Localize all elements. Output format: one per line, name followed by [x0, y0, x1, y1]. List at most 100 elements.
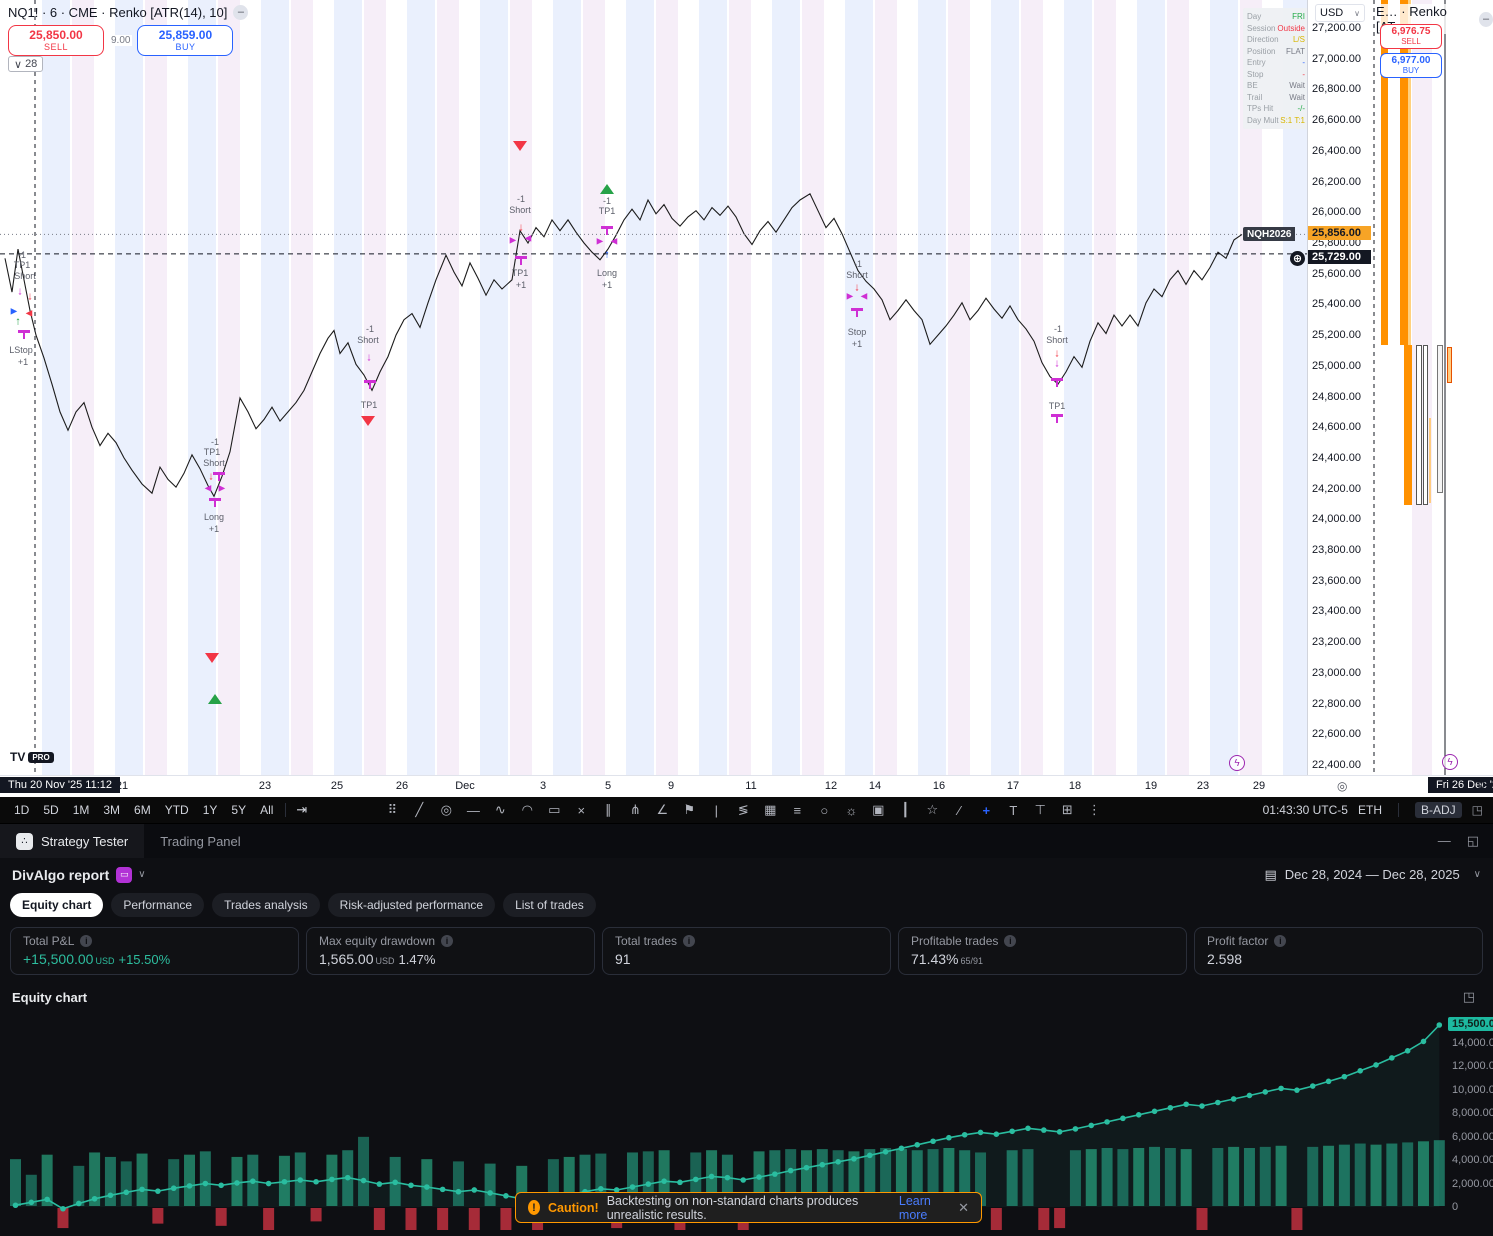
anchored-text-icon[interactable]: ⊤ [1034, 802, 1046, 817]
equalizer-icon[interactable]: ⋮ [1087, 802, 1101, 817]
parallel-lines-icon[interactable]: ≡ [793, 802, 802, 818]
image-icon[interactable]: ▣ [872, 802, 885, 817]
trade-marker-label: +1 [17, 357, 29, 367]
main-chart-pane[interactable]: -1 TP1 Short ↓ ↓ ► ◄ ↑ LStop +1 -1 TP1 Short ↓ ◄ ► Long +… [0, 0, 1307, 775]
symbol-title[interactable]: NQ1! · 6 · CME · Renko [ATR(14), 10] [8, 5, 228, 20]
gann-grid-icon[interactable]: ▦ [764, 802, 777, 817]
currency-selector[interactable]: USD ∨ [1315, 4, 1365, 22]
arrow-right-icon: ► [594, 235, 606, 248]
range-button-1d[interactable]: 1D [14, 803, 30, 817]
spread-value: 9.00 [109, 35, 133, 46]
info-icon[interactable]: i [683, 935, 696, 947]
restore-panel-icon[interactable]: ◱ [1466, 833, 1479, 848]
session-stripe-blue [42, 0, 70, 775]
range-button-5d[interactable]: 5D [43, 803, 59, 817]
sell-triangle-icon [361, 416, 375, 426]
crosshair-icon[interactable]: + [982, 802, 991, 818]
time-tick: 9 [667, 780, 675, 792]
horizontal-ray-icon[interactable]: — [466, 802, 480, 818]
range-button-1y[interactable]: 1Y [202, 803, 218, 817]
tp-level-marker [601, 226, 613, 235]
tab-strategy-tester[interactable]: ∴ Strategy Tester [0, 824, 145, 858]
range-button-3m[interactable]: 3M [103, 803, 121, 817]
secondary-sell-button[interactable]: 6,976.75 SELL [1380, 24, 1442, 49]
buy-sell-panel: 25,850.00 SELL 9.00 25,859.00 BUY [8, 25, 234, 56]
tab-trading-panel[interactable]: Trading Panel [160, 833, 241, 849]
pill-risk-adjusted-performance[interactable]: Risk-adjusted performance [327, 893, 496, 917]
stat-value: +15,500.00 [23, 951, 94, 967]
tracking-collapse-chip[interactable]: ∨ 28 [8, 56, 44, 72]
arrow-left-icon: ◄ [858, 290, 870, 303]
curve-icon[interactable]: ◠ [521, 802, 533, 817]
table-icon[interactable]: ⊞ [1061, 802, 1073, 817]
flatten-legend-icon[interactable]: – [233, 5, 249, 20]
adjustment-button[interactable]: B-ADJ [1414, 802, 1462, 818]
star-pin-icon[interactable]: ☆ [926, 802, 939, 817]
polyline-icon[interactable]: ∿ [494, 802, 506, 817]
time-axis[interactable]: 21 23 25 26 Dec 3 5 9 11 12 14 16 17 18 19 23 29 Thu 20 … [0, 775, 1493, 797]
circle-icon[interactable]: ○ [820, 802, 829, 818]
time-tick: Dec [455, 780, 475, 792]
range-button-5y[interactable]: 5Y [231, 803, 247, 817]
trend-angle-icon[interactable]: ∠ [656, 802, 669, 817]
session-stripe-blue [772, 0, 800, 775]
stat-unit: USD [375, 956, 395, 966]
minimize-panel-icon[interactable]: — [1437, 833, 1451, 848]
secondary-buy-button[interactable]: 6,977.00 BUY [1380, 53, 1442, 78]
chevron-down-icon[interactable]: ∨ [138, 869, 146, 880]
info-icon[interactable]: i [1004, 935, 1017, 947]
volume-profile-icon[interactable]: ┃ [901, 802, 910, 817]
learn-more-link[interactable]: Learn more [898, 1193, 931, 1222]
time-tick: 16 [932, 780, 946, 792]
bars-pattern-icon[interactable]: ≶ [737, 802, 749, 817]
renko-brick [1429, 418, 1431, 503]
info-icon[interactable]: i [441, 935, 454, 947]
cross-tool-icon[interactable]: × [577, 802, 586, 818]
clock[interactable]: 01:43:30 UTC-5 [1262, 803, 1348, 817]
pill-performance[interactable]: Performance [111, 893, 205, 917]
report-title[interactable]: DivAlgo report [12, 866, 110, 883]
plus-circle-icon[interactable]: ⊕ [1290, 250, 1305, 266]
flag-icon[interactable]: ⚑ [683, 802, 696, 817]
range-button-ytd[interactable]: YTD [164, 803, 189, 817]
drag-handle-icon[interactable]: ⠿ [387, 802, 398, 817]
pin-icon[interactable]: ◎ [440, 802, 452, 817]
buy-button[interactable]: 25,859.00 BUY [137, 25, 234, 56]
range-button-1m[interactable]: 1M [72, 803, 90, 817]
parallel-channel-icon[interactable]: ∥ [605, 802, 612, 817]
sell-button[interactable]: 25,850.00 SELL [8, 25, 104, 56]
pitchfork-icon[interactable]: ⋔ [629, 802, 641, 817]
tp-stem [217, 474, 221, 481]
range-button-6m[interactable]: 6M [134, 803, 151, 817]
pill-equity-chart[interactable]: Equity chart [10, 893, 104, 917]
flatten-legend-icon[interactable]: – [1479, 11, 1493, 27]
brush-icon[interactable]: ∕ [958, 802, 961, 818]
session-button[interactable]: ETH [1357, 803, 1382, 817]
arrow-down-icon: ↓ [854, 281, 860, 294]
secondary-chart-pane[interactable]: E… · Renko [AT… – 6,976.75 SELL 6,977.00… [1370, 0, 1493, 775]
text-icon[interactable]: T [1009, 802, 1018, 818]
price-tick: 27,200.00 [1312, 22, 1361, 34]
vertical-line-icon[interactable]: | [714, 802, 719, 818]
pill-list-of-trades[interactable]: List of trades [503, 893, 596, 917]
expand-equity-chart-icon[interactable]: ◳ [1462, 989, 1475, 1004]
pill-trades-analysis[interactable]: Trades analysis [212, 893, 320, 917]
bulb-icon[interactable]: ☼ [845, 802, 858, 818]
instant-order-bolt-icon[interactable]: ϟ [1229, 755, 1245, 771]
scroll-to-realtime-icon[interactable]: ◎ [1337, 779, 1348, 793]
close-toast-icon[interactable]: ✕ [958, 1199, 969, 1215]
backtest-date-range[interactable]: ▤ Dec 28, 2024 — Dec 28, 2025 ∨ [1264, 866, 1481, 883]
instant-order-bolt-icon[interactable]: ϟ [1442, 754, 1458, 770]
trend-line-icon[interactable]: ╱ [415, 802, 424, 817]
equity-chart[interactable]: 14,000.00 12,000.00 10,000.00 8,000.00 6,000… [0, 1009, 1493, 1230]
go-to-date-icon[interactable]: ⇥ [296, 802, 308, 817]
rectangle-icon[interactable]: ▭ [548, 802, 561, 817]
range-button-all[interactable]: All [260, 803, 274, 817]
price-axis[interactable]: USD ∨ 27,200.00 27,000.00 26,800.00 26,600.… [1243, 0, 1371, 775]
info-panel-row: Direction L/S [1247, 34, 1305, 46]
tp-stem [605, 228, 609, 235]
info-icon[interactable]: i [80, 935, 93, 947]
maximize-chart-icon[interactable]: ◳ [1471, 803, 1483, 817]
info-icon[interactable]: i [1274, 935, 1287, 947]
stat-card-label: Profitable trades i [911, 934, 1174, 948]
